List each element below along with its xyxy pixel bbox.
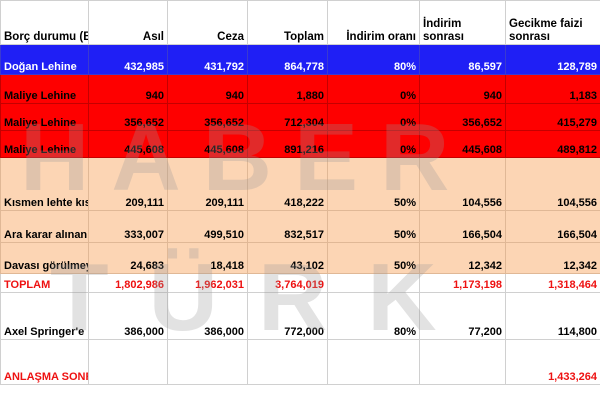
cell-indirim[interactable]: 940 xyxy=(419,74,506,104)
cell-toplam[interactable]: 43,102 xyxy=(247,242,328,274)
cell-oran[interactable]: 0% xyxy=(327,74,420,104)
cell-indirim[interactable]: 445,608 xyxy=(419,130,506,158)
header-indirim-orani[interactable]: İndirim oranı xyxy=(327,0,420,45)
table-row: Maliye Lehine 940 940 1,880 0% 940 1,183 xyxy=(0,74,600,104)
cell-ceza[interactable] xyxy=(167,339,248,385)
cell-indirim[interactable]: 12,342 xyxy=(419,242,506,274)
table-row: Doğan Lehine 432,985 431,792 864,778 80%… xyxy=(0,44,600,75)
grand-total-row: ANLAŞMA SONRASI TOPLAM 1,433,264 xyxy=(0,339,600,385)
cell-indirim[interactable]: 1,173,198 xyxy=(419,273,506,293)
total-row: TOPLAM 1,802,986 1,962,031 3,764,019 1,1… xyxy=(0,273,600,293)
cell-toplam[interactable]: 1,880 xyxy=(247,74,328,104)
cell-asil[interactable] xyxy=(88,339,168,385)
cell-gecikme[interactable]: 415,279 xyxy=(505,103,600,131)
cell-asil[interactable]: 209,111 xyxy=(88,157,168,211)
cell-oran[interactable]: 0% xyxy=(327,103,420,131)
cell-ceza[interactable]: 445,608 xyxy=(167,130,248,158)
cell-indirim[interactable] xyxy=(419,339,506,385)
cell-ceza[interactable]: 499,510 xyxy=(167,210,248,243)
cell-ceza[interactable]: 356,652 xyxy=(167,103,248,131)
cell-gecikme[interactable]: 12,342 xyxy=(505,242,600,274)
row-label[interactable]: Maliye Lehine xyxy=(0,130,89,158)
row-label[interactable]: TOPLAM xyxy=(0,273,89,293)
cell-indirim[interactable]: 356,652 xyxy=(419,103,506,131)
table-row: Axel Springer'e hisse satışı 386,000 386… xyxy=(0,292,600,340)
cell-toplam[interactable]: 712,304 xyxy=(247,103,328,131)
row-label[interactable]: Maliye Lehine xyxy=(0,74,89,104)
header-indirim-sonrasi[interactable]: İndirim sonrası xyxy=(419,0,506,45)
cell-gecikme[interactable]: 1,183 xyxy=(505,74,600,104)
cell-toplam[interactable] xyxy=(247,339,328,385)
cell-toplam[interactable]: 832,517 xyxy=(247,210,328,243)
cell-ceza[interactable]: 386,000 xyxy=(167,292,248,340)
cell-oran[interactable]: 80% xyxy=(327,292,420,340)
row-label[interactable]: Maliye Lehine xyxy=(0,103,89,131)
cell-asil[interactable]: 940 xyxy=(88,74,168,104)
row-label[interactable]: ANLAŞMA SONRASI TOPLAM xyxy=(0,339,89,385)
row-label[interactable]: Axel Springer'e hisse satışı xyxy=(0,292,89,340)
cell-oran[interactable]: 50% xyxy=(327,210,420,243)
cell-ceza[interactable]: 209,111 xyxy=(167,157,248,211)
cell-indirim[interactable]: 104,556 xyxy=(419,157,506,211)
cell-indirim[interactable]: 166,504 xyxy=(419,210,506,243)
header-toplam[interactable]: Toplam xyxy=(247,0,328,45)
cell-oran[interactable]: 50% xyxy=(327,157,420,211)
table-row: Ara karar alınan 333,007 499,510 832,517… xyxy=(0,210,600,243)
cell-asil[interactable]: 24,683 xyxy=(88,242,168,274)
debt-table: Borç durumu (Bin TL) Asıl Ceza Toplam İn… xyxy=(0,0,600,385)
table-row: Davası görülmeyen 24,683 18,418 43,102 5… xyxy=(0,242,600,274)
row-label[interactable]: Ara karar alınan xyxy=(0,210,89,243)
cell-oran[interactable]: 0% xyxy=(327,130,420,158)
cell-toplam[interactable]: 864,778 xyxy=(247,44,328,75)
cell-gecikme[interactable]: 114,800 xyxy=(505,292,600,340)
cell-toplam[interactable]: 3,764,019 xyxy=(247,273,328,293)
cell-oran[interactable] xyxy=(327,339,420,385)
table-row: Kısmen lehte kısmen alehte 209,111 209,1… xyxy=(0,157,600,211)
cell-gecikme[interactable]: 1,433,264 xyxy=(505,339,600,385)
row-label[interactable]: Kısmen lehte kısmen alehte xyxy=(0,157,89,211)
table-row: Maliye Lehine 356,652 356,652 712,304 0%… xyxy=(0,103,600,131)
cell-ceza[interactable]: 1,962,031 xyxy=(167,273,248,293)
header-asil[interactable]: Asıl xyxy=(88,0,168,45)
cell-gecikme[interactable]: 166,504 xyxy=(505,210,600,243)
cell-oran[interactable]: 80% xyxy=(327,44,420,75)
cell-indirim[interactable]: 77,200 xyxy=(419,292,506,340)
cell-oran[interactable] xyxy=(327,273,420,293)
cell-oran[interactable]: 50% xyxy=(327,242,420,274)
cell-gecikme[interactable]: 128,789 xyxy=(505,44,600,75)
cell-asil[interactable]: 432,985 xyxy=(88,44,168,75)
cell-gecikme[interactable]: 489,812 xyxy=(505,130,600,158)
cell-gecikme[interactable]: 1,318,464 xyxy=(505,273,600,293)
cell-ceza[interactable]: 431,792 xyxy=(167,44,248,75)
cell-toplam[interactable]: 418,222 xyxy=(247,157,328,211)
cell-ceza[interactable]: 940 xyxy=(167,74,248,104)
header-gecikme[interactable]: Gecikme faizi sonrası xyxy=(505,0,600,45)
cell-toplam[interactable]: 891,216 xyxy=(247,130,328,158)
cell-asil[interactable]: 445,608 xyxy=(88,130,168,158)
header-label[interactable]: Borç durumu (Bin TL) xyxy=(0,0,89,45)
header-ceza[interactable]: Ceza xyxy=(167,0,248,45)
cell-indirim[interactable]: 86,597 xyxy=(419,44,506,75)
cell-asil[interactable]: 1,802,986 xyxy=(88,273,168,293)
cell-ceza[interactable]: 18,418 xyxy=(167,242,248,274)
table-row: Maliye Lehine 445,608 445,608 891,216 0%… xyxy=(0,130,600,158)
header-row: Borç durumu (Bin TL) Asıl Ceza Toplam İn… xyxy=(0,0,600,45)
cell-asil[interactable]: 356,652 xyxy=(88,103,168,131)
row-label[interactable]: Davası görülmeyen xyxy=(0,242,89,274)
row-label[interactable]: Doğan Lehine xyxy=(0,44,89,75)
cell-asil[interactable]: 386,000 xyxy=(88,292,168,340)
cell-gecikme[interactable]: 104,556 xyxy=(505,157,600,211)
cell-toplam[interactable]: 772,000 xyxy=(247,292,328,340)
cell-asil[interactable]: 333,007 xyxy=(88,210,168,243)
